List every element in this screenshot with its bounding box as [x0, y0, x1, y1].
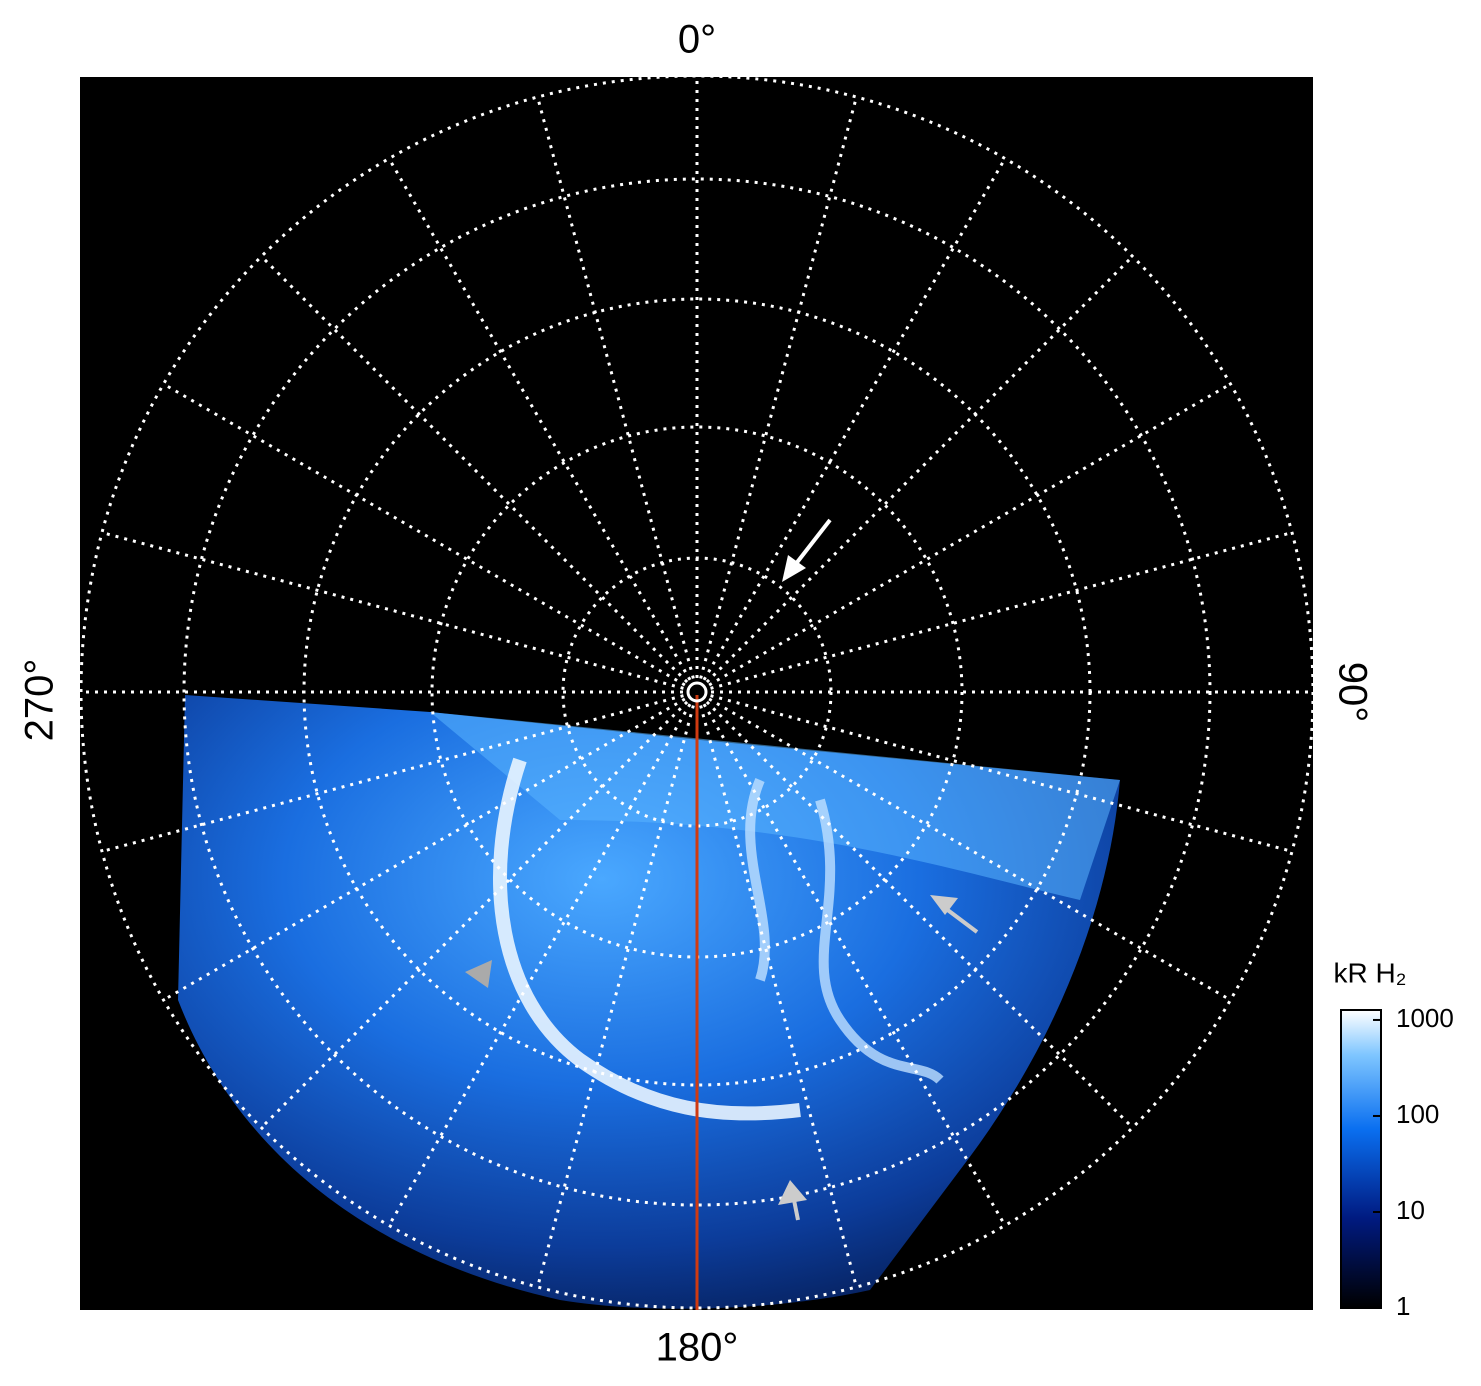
arrows	[465, 518, 979, 1221]
aurora-image	[178, 695, 1120, 1309]
longitude-line	[699, 705, 858, 1288]
colorbar-tick-label: 1	[1396, 1291, 1410, 1321]
angle-label-right: 90°	[1330, 662, 1374, 723]
longitude-line	[162, 697, 686, 1002]
longitude-line	[708, 382, 1232, 687]
longitude-line	[536, 96, 695, 679]
bright-band	[430, 712, 1120, 900]
longitude-line	[260, 255, 689, 684]
longitude-line	[699, 96, 858, 679]
longitude-line	[101, 694, 684, 853]
longitude-line	[705, 255, 1134, 684]
longitude-line	[710, 531, 1293, 690]
angle-label-top: 0°	[678, 18, 716, 62]
colorbar-tick-label: 10	[1396, 1195, 1425, 1225]
colorbar-tick-label: 1000	[1396, 1003, 1454, 1033]
longitude-line	[387, 157, 692, 681]
longitude-line	[702, 157, 1007, 681]
colorbar-tick-label: 100	[1396, 1099, 1439, 1129]
angle-label-left: 270°	[18, 659, 62, 742]
longitude-line	[162, 382, 686, 687]
main-oval	[493, 757, 801, 1121]
pole-marker	[686, 681, 708, 703]
colorbar-label: kR H₂	[1333, 957, 1406, 988]
latitude-circle	[182, 177, 1212, 1207]
longitude-line	[260, 700, 689, 1129]
longitude-line	[710, 694, 1293, 853]
longitude-line	[705, 700, 1134, 1129]
polar-grid	[80, 77, 1313, 1310]
longitude-line	[702, 703, 1007, 1227]
angle-label-bottom: 180°	[656, 1326, 739, 1370]
emission-filaments	[745, 778, 944, 1084]
colorbar	[1340, 1009, 1382, 1309]
longitude-line	[387, 703, 692, 1227]
longitude-line	[708, 697, 1232, 1002]
longitude-line	[536, 705, 695, 1288]
latitude-circle	[80, 77, 1313, 1310]
longitude-line	[101, 531, 684, 690]
